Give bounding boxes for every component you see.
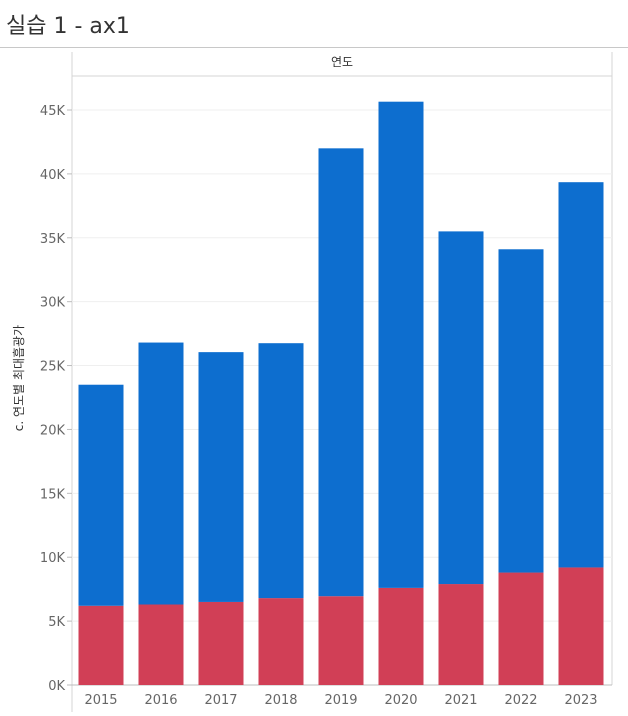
x-tick-label: 2015 <box>84 693 117 708</box>
y-tick-label: 30K <box>40 296 66 311</box>
x-tick-label: 2019 <box>324 693 357 708</box>
bar-segment-lower[interactable] <box>378 587 424 685</box>
bar-segment-upper[interactable] <box>558 182 604 568</box>
y-tick-label: 45K <box>40 104 66 119</box>
y-tick-label: 25K <box>40 360 66 375</box>
bar-segment-lower[interactable] <box>318 596 364 685</box>
bar-segment-upper[interactable] <box>198 352 244 602</box>
bar-segment-lower[interactable] <box>198 601 244 685</box>
x-tick-label: 2018 <box>264 693 297 708</box>
title-bar: 실습 1 - ax1 <box>0 0 628 48</box>
bar-segment-lower[interactable] <box>438 584 484 685</box>
bar-segment-upper[interactable] <box>498 249 544 573</box>
bar-segment-upper[interactable] <box>318 148 364 597</box>
y-tick-label: 0K <box>48 679 65 694</box>
y-axis-label: c. 연도별 최대흡광가 <box>12 325 26 431</box>
x-tick-label: 2021 <box>444 693 477 708</box>
y-tick-label: 20K <box>40 423 66 438</box>
y-tick-label: 10K <box>40 551 66 566</box>
x-tick-label: 2017 <box>204 693 237 708</box>
bar-segment-lower[interactable] <box>78 605 124 685</box>
bar-segment-lower[interactable] <box>558 567 604 685</box>
bar-segment-lower[interactable] <box>258 598 304 685</box>
x-axis-ticks: 2015 2016 2017 2018 2019 2020 2021 2022 2023 <box>84 693 597 708</box>
bars <box>78 101 604 686</box>
x-tick-label: 2022 <box>504 693 537 708</box>
sheet-title: 실습 1 - ax1 <box>6 14 130 39</box>
x-tick-label: 2020 <box>384 693 417 708</box>
y-tick-label: 35K <box>40 232 66 247</box>
bar-segment-upper[interactable] <box>438 231 484 585</box>
bar-segment-upper[interactable] <box>258 343 304 599</box>
bar-segment-upper[interactable] <box>138 342 184 605</box>
y-tick-label: 5K <box>48 615 65 630</box>
y-tick-label: 40K <box>40 168 66 183</box>
y-tick-label: 15K <box>40 487 66 502</box>
x-tick-label: 2023 <box>564 693 597 708</box>
bar-segment-lower[interactable] <box>138 604 184 686</box>
bar-segment-lower[interactable] <box>498 572 544 685</box>
x-tick-label: 2016 <box>144 693 177 708</box>
bar-segment-upper[interactable] <box>378 101 424 588</box>
bar-segment-upper[interactable] <box>78 384 124 606</box>
y-axis-ticks: 0K 5K 10K 15K 20K 25K 30K 35K 40K 45K <box>40 104 72 694</box>
column-header: 연도 <box>331 55 353 69</box>
